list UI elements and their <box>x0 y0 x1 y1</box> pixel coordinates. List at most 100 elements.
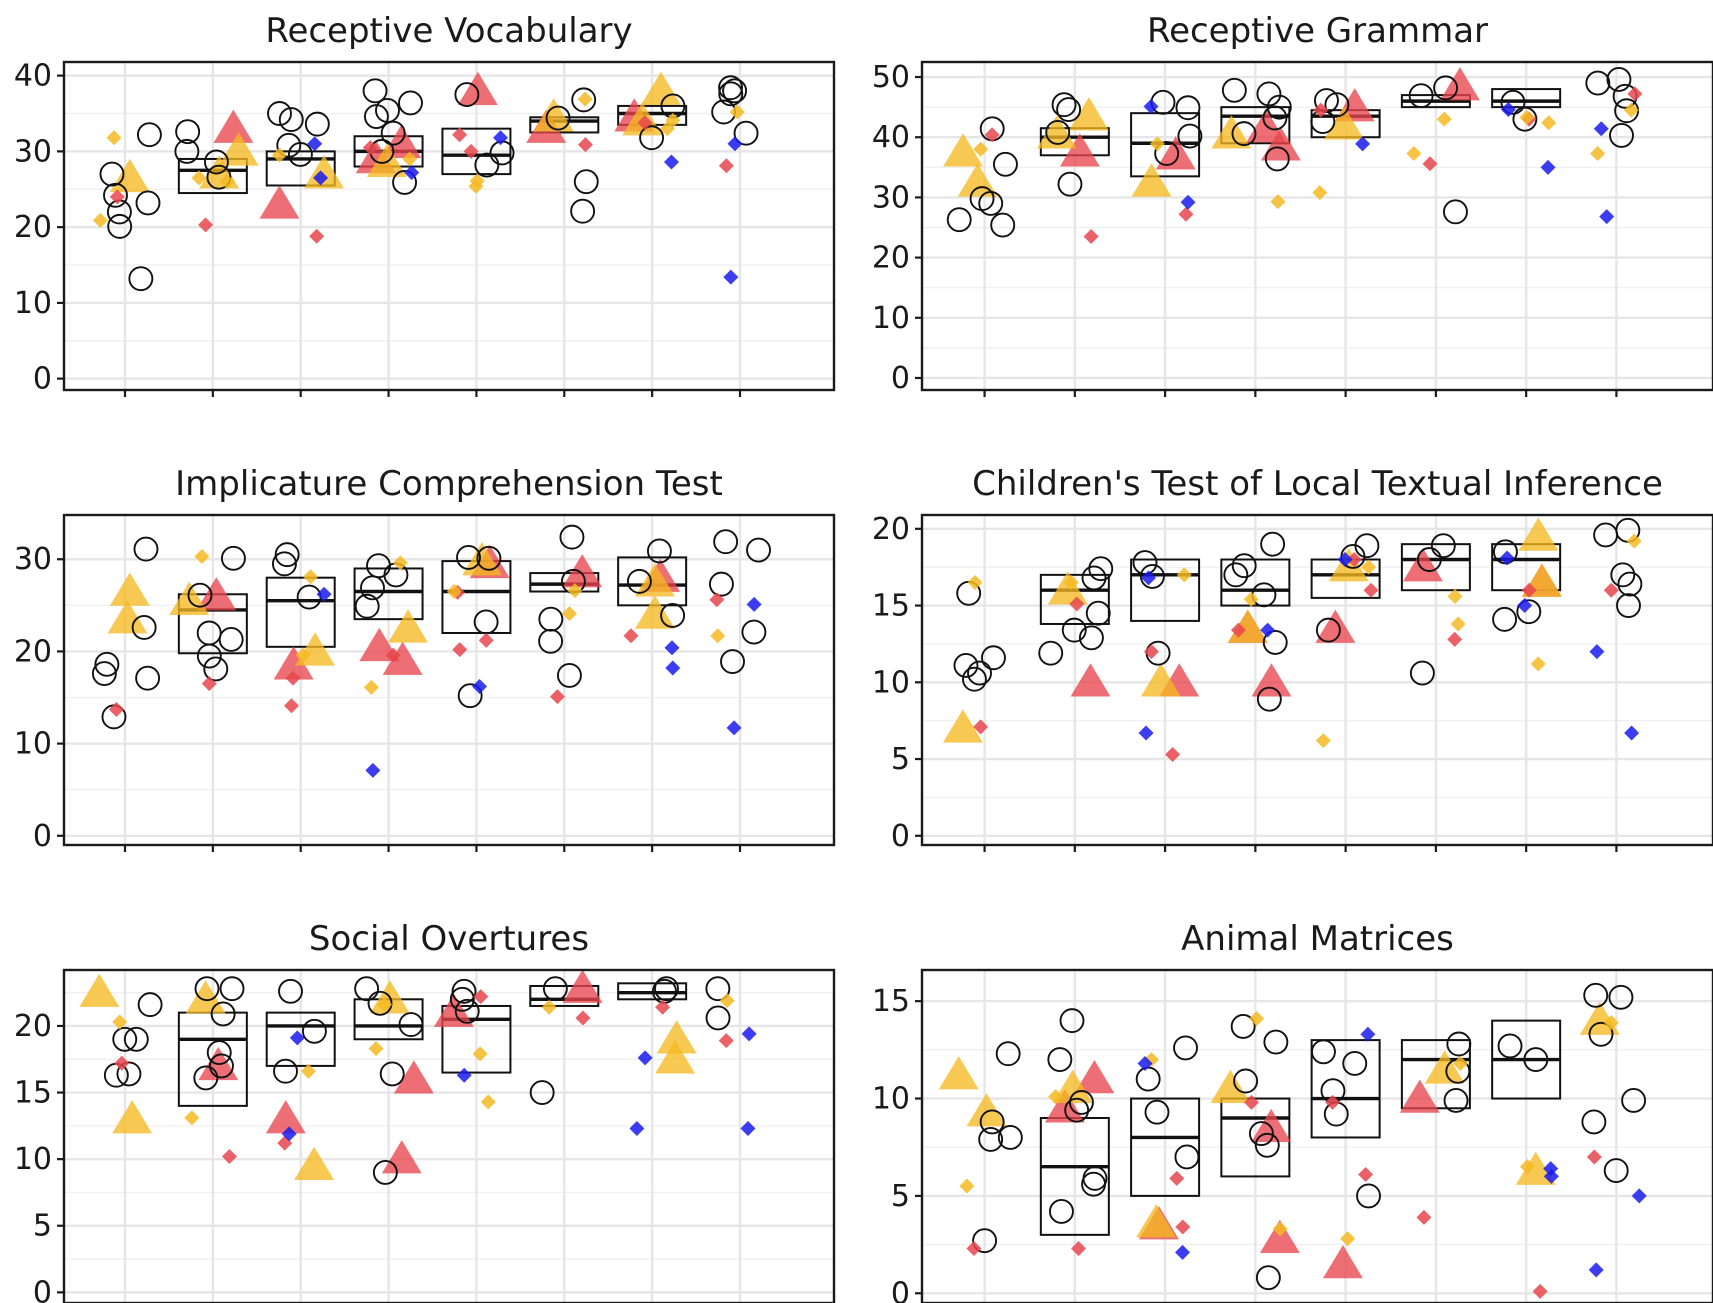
circle-point <box>278 107 304 133</box>
circle-point <box>1263 1029 1289 1055</box>
diamond-point-red <box>198 217 214 233</box>
diamond-point-red <box>577 137 593 153</box>
diamond-point-red <box>1178 206 1194 222</box>
triangle-point-red <box>1251 1108 1292 1142</box>
triangle-point-red <box>382 641 423 675</box>
diamond-point-yellow <box>1176 567 1192 583</box>
circle-point <box>573 169 599 195</box>
circle-point <box>1061 617 1087 643</box>
diamond-point-blue <box>629 1121 645 1137</box>
circle-point <box>978 1126 1004 1152</box>
diamond-point-blue <box>1175 1244 1191 1260</box>
triangle-point-red <box>1259 1219 1300 1253</box>
circle-point <box>570 198 596 224</box>
circle-point <box>718 81 744 107</box>
panel-border <box>62 968 836 1303</box>
circle-point <box>538 628 564 654</box>
circle-point <box>103 182 128 208</box>
diamond-point-yellow <box>1452 1055 1468 1071</box>
triangle-point-yellow <box>1140 663 1181 697</box>
panel-childrens-test-of-local-textual-inference: Children's Test of Local Textual Inferen… <box>872 464 1713 854</box>
diamond-point-yellow <box>392 555 408 571</box>
y-tick-label: 30 <box>14 134 52 169</box>
diamond-point-blue <box>1589 644 1605 660</box>
diamond-point-yellow <box>303 569 319 585</box>
circle-point <box>203 149 229 175</box>
diamond-point-red <box>655 999 671 1015</box>
diamond-point-yellow <box>719 993 735 1009</box>
diamond-point-blue <box>307 136 323 152</box>
panel-border <box>62 60 836 392</box>
circle-point <box>454 82 480 108</box>
diamond-point-red <box>1627 86 1643 102</box>
circle-point <box>1231 121 1257 147</box>
diamond-point-red <box>1603 582 1619 598</box>
plot-area <box>64 515 834 845</box>
diamond-point-red <box>478 632 494 648</box>
triangle-point-yellow <box>1328 548 1369 582</box>
panel-receptive-grammar: Receptive Grammar 0 10 20 30 40 50 <box>872 11 1713 397</box>
triangle-point-yellow <box>943 133 984 167</box>
y-tick-label: 50 <box>872 60 910 95</box>
circle-point <box>135 190 161 216</box>
circle-point <box>451 978 477 1004</box>
circle-point <box>175 119 201 145</box>
diamond-point-red <box>285 670 301 686</box>
circle-point <box>457 683 483 709</box>
circle-point <box>1135 1066 1161 1092</box>
circle-point <box>354 593 380 619</box>
circle-point <box>529 1080 555 1105</box>
diamond-point-red <box>623 628 639 644</box>
circle-point <box>1081 565 1107 591</box>
circle-point <box>626 568 652 594</box>
circle-point <box>123 1026 149 1052</box>
triangle-point-yellow <box>634 563 675 597</box>
triangle-point-yellow <box>185 980 226 1014</box>
circle-point <box>1610 562 1636 588</box>
y-tick-label: 30 <box>872 180 910 215</box>
circle-point <box>1231 553 1257 579</box>
box <box>1220 106 1291 145</box>
y-tick-label: 20 <box>872 512 910 547</box>
triangle-point-red <box>1251 663 1292 697</box>
triangle-point-yellow <box>942 709 983 743</box>
circle-point <box>392 169 418 195</box>
circle-point <box>1248 1121 1274 1147</box>
circle-point <box>375 98 400 123</box>
panel-receptive-vocabulary: Receptive Vocabulary 0 10 20 30 40 <box>14 11 836 397</box>
circle-point <box>1621 1088 1647 1113</box>
diamond-point-red <box>108 701 124 717</box>
circle-point <box>196 643 222 669</box>
diamond-point-yellow <box>194 548 210 564</box>
diamond-point-yellow <box>1340 1231 1356 1247</box>
diamond-point-yellow <box>1249 1011 1265 1027</box>
diamond-point-red <box>966 1240 982 1256</box>
circle-point <box>135 665 161 691</box>
diamond-point-red <box>973 719 989 735</box>
circle-point <box>193 1065 219 1091</box>
diamond-point-yellow <box>729 104 745 120</box>
circle-point <box>1262 105 1288 131</box>
circle-point <box>978 190 1004 216</box>
triangle-point-yellow <box>107 600 148 634</box>
circle-point <box>1047 1047 1073 1073</box>
circle-point <box>1154 141 1180 166</box>
circle-point <box>372 1160 398 1185</box>
diamond-point-blue <box>456 1067 472 1083</box>
diamond-point-red <box>1416 1209 1432 1225</box>
triangle-point-red <box>259 185 300 219</box>
diamond-point-yellow <box>1519 1159 1535 1175</box>
circle-point <box>708 571 734 597</box>
y-tick-label: 10 <box>14 727 52 762</box>
diamond-point-blue <box>472 678 488 694</box>
diamond-point-red <box>1243 1094 1259 1110</box>
circle-point <box>1085 600 1111 626</box>
triangle-point-yellow <box>304 155 344 189</box>
box <box>265 150 336 187</box>
diamond-point-red <box>452 642 468 658</box>
y-tick-label: 10 <box>14 286 52 321</box>
diamond-point-red <box>1143 644 1159 660</box>
y-tick-label: 10 <box>872 301 910 336</box>
circle-point <box>218 626 244 652</box>
diamond-point-red <box>1313 102 1329 118</box>
